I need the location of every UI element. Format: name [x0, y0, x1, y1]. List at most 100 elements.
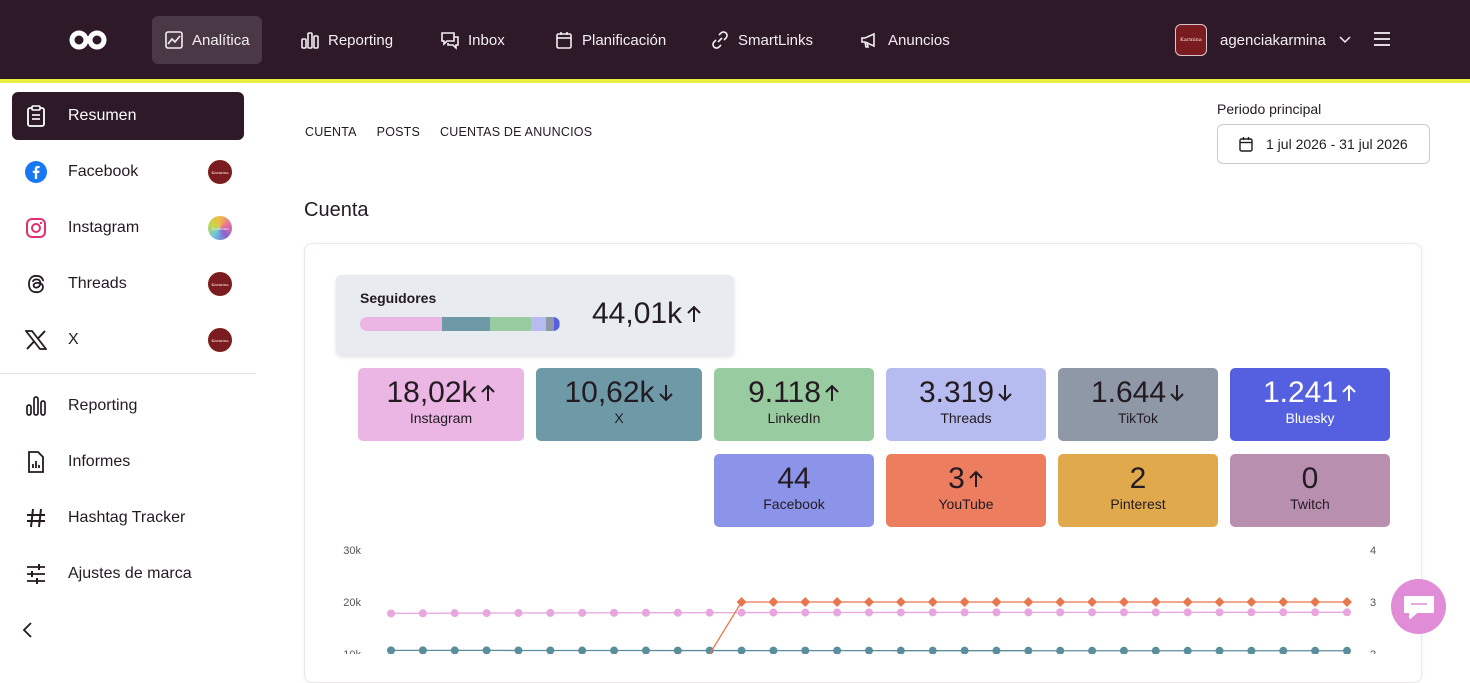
data-point[interactable]	[992, 597, 1002, 607]
data-point[interactable]	[1311, 647, 1319, 654]
data-point[interactable]	[578, 609, 586, 617]
data-point[interactable]	[1152, 647, 1160, 654]
data-point[interactable]	[768, 597, 778, 607]
data-point[interactable]	[1024, 608, 1032, 616]
account-switcher[interactable]: Karmina agenciakarmina	[1175, 24, 1351, 56]
data-point[interactable]	[800, 597, 810, 607]
data-point[interactable]	[1216, 608, 1224, 616]
data-point[interactable]	[1279, 647, 1287, 654]
data-point[interactable]	[737, 597, 747, 607]
data-point[interactable]	[897, 647, 905, 654]
sidebar-item-informes[interactable]: Informes	[12, 438, 244, 486]
tab-posts[interactable]: POSTS	[377, 125, 420, 139]
sidebar-item-hashtag-tracker[interactable]: Hashtag Tracker	[12, 494, 244, 542]
nav-inbox[interactable]: Inbox	[428, 16, 517, 64]
data-point[interactable]	[1310, 597, 1320, 607]
data-point[interactable]	[801, 647, 809, 654]
data-point[interactable]	[1152, 608, 1160, 616]
data-point[interactable]	[1278, 597, 1288, 607]
data-point[interactable]	[546, 646, 554, 654]
sidebar-item-threads[interactable]: Threads Karmina	[12, 260, 244, 308]
data-point[interactable]	[961, 647, 969, 654]
data-point[interactable]	[1246, 597, 1256, 607]
date-range-picker[interactable]: 1 jul 2026 - 31 jul 2026	[1217, 124, 1430, 164]
infinity-logo[interactable]	[68, 27, 108, 53]
nav-planificacion[interactable]: Planificación	[542, 16, 678, 64]
nav-reporting[interactable]: Reporting	[288, 16, 405, 64]
data-point[interactable]	[769, 647, 777, 654]
data-point[interactable]	[865, 647, 873, 654]
data-point[interactable]	[514, 646, 522, 654]
data-point[interactable]	[1023, 597, 1033, 607]
data-point[interactable]	[642, 609, 650, 617]
data-point[interactable]	[833, 609, 841, 617]
data-point[interactable]	[832, 597, 842, 607]
sidebar-item-reporting[interactable]: Reporting	[12, 382, 244, 430]
data-point[interactable]	[960, 597, 970, 607]
data-point[interactable]	[610, 647, 618, 654]
data-point[interactable]	[674, 647, 682, 654]
data-point[interactable]	[546, 609, 554, 617]
sidebar-item-ajustes-de-marca[interactable]: Ajustes de marca	[12, 550, 244, 598]
data-point[interactable]	[1056, 608, 1064, 616]
data-point[interactable]	[738, 609, 746, 617]
sidebar-item-resumen[interactable]: Resumen	[12, 92, 244, 140]
sidebar-item-x[interactable]: X Karmina	[12, 316, 244, 364]
data-point[interactable]	[864, 597, 874, 607]
data-point[interactable]	[610, 609, 618, 617]
sidebar-item-facebook[interactable]: Facebook Karmina	[12, 148, 244, 196]
data-point[interactable]	[419, 646, 427, 654]
data-point[interactable]	[1247, 647, 1255, 654]
data-point[interactable]	[865, 608, 873, 616]
tab-cuenta[interactable]: CUENTA	[305, 125, 357, 139]
data-point[interactable]	[1215, 597, 1225, 607]
data-point[interactable]	[928, 597, 938, 607]
data-point[interactable]	[1311, 608, 1319, 616]
data-point[interactable]	[1216, 647, 1224, 654]
data-point[interactable]	[1119, 597, 1129, 607]
nav-smartlinks[interactable]: SmartLinks	[698, 16, 825, 64]
data-point[interactable]	[483, 609, 491, 617]
data-point[interactable]	[929, 608, 937, 616]
data-point[interactable]	[387, 609, 395, 617]
data-point[interactable]	[1343, 647, 1351, 654]
data-point[interactable]	[1279, 608, 1287, 616]
data-point[interactable]	[1087, 597, 1097, 607]
nav-analitica[interactable]: Analítica	[152, 16, 262, 64]
data-point[interactable]	[419, 609, 427, 617]
data-point[interactable]	[833, 647, 841, 654]
data-point[interactable]	[1056, 647, 1064, 654]
data-point[interactable]	[1247, 608, 1255, 616]
nav-anuncios[interactable]: Anuncios	[848, 16, 962, 64]
data-point[interactable]	[1184, 608, 1192, 616]
data-point[interactable]	[1151, 597, 1161, 607]
data-point[interactable]	[1183, 597, 1193, 607]
data-point[interactable]	[578, 647, 586, 654]
data-point[interactable]	[929, 647, 937, 654]
data-point[interactable]	[642, 647, 650, 654]
data-point[interactable]	[451, 609, 459, 617]
menu-icon[interactable]	[1373, 31, 1391, 47]
chevron-left-icon[interactable]	[20, 621, 36, 639]
data-point[interactable]	[1024, 647, 1032, 654]
data-point[interactable]	[451, 646, 459, 654]
data-point[interactable]	[1088, 608, 1096, 616]
data-point[interactable]	[896, 597, 906, 607]
data-point[interactable]	[1055, 597, 1065, 607]
data-point[interactable]	[674, 609, 682, 617]
data-point[interactable]	[514, 609, 522, 617]
data-point[interactable]	[992, 608, 1000, 616]
data-point[interactable]	[1120, 647, 1128, 654]
data-point[interactable]	[1120, 608, 1128, 616]
tab-cuentas-de-anuncios[interactable]: CUENTAS DE ANUNCIOS	[440, 125, 592, 139]
support-chat-button[interactable]	[1391, 579, 1446, 634]
data-point[interactable]	[706, 609, 714, 617]
